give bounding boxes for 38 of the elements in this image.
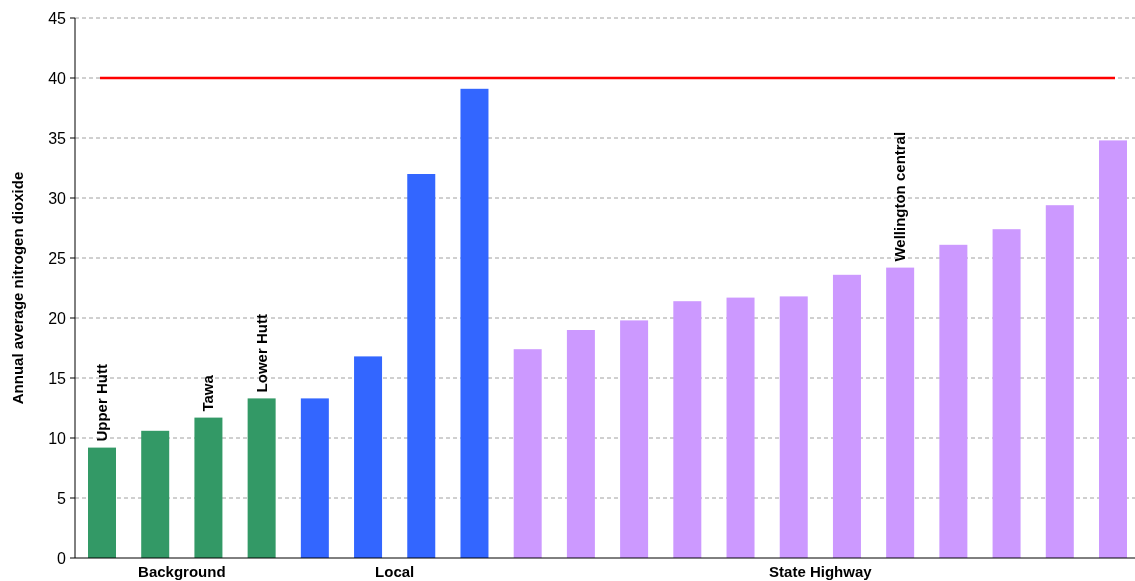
bar — [1045, 205, 1074, 558]
bar — [726, 297, 755, 558]
y-tick-label: 40 — [48, 69, 67, 87]
y-tick-label: 10 — [48, 429, 67, 447]
bar — [939, 244, 968, 558]
text: Local — [375, 563, 415, 580]
y-tick-label: 45 — [48, 9, 67, 27]
bar — [1099, 140, 1127, 558]
bar — [141, 430, 170, 558]
bar — [88, 447, 116, 558]
bar — [832, 274, 861, 558]
bar — [779, 296, 808, 558]
y-tick-label: 15 — [48, 369, 67, 387]
text: State Highway — [769, 563, 873, 580]
y-tick-label: 25 — [48, 249, 67, 267]
y-axis-title: Annual average nitrogen dioxide — [9, 171, 26, 405]
bar — [620, 320, 649, 558]
y-tick-label: 0 — [57, 549, 67, 567]
bar — [407, 174, 436, 558]
bar — [992, 229, 1021, 558]
y-tick-label: 5 — [57, 489, 67, 507]
text: Background — [138, 563, 226, 580]
x-tick-label: Wellington central — [891, 131, 909, 262]
x-tick-label: Upper Hutt — [93, 364, 110, 442]
x-tick-label: Tawa — [199, 374, 217, 412]
bar — [460, 88, 489, 558]
bar — [673, 301, 702, 558]
y-tick-label: 20 — [48, 309, 67, 327]
y-tick-label: 35 — [48, 129, 67, 147]
bar — [300, 398, 329, 558]
bar — [566, 330, 595, 558]
bar — [194, 417, 223, 558]
x-tick-label: Lower Hutt — [252, 314, 270, 393]
y-tick-label: 30 — [48, 189, 67, 207]
bar — [886, 267, 915, 558]
bar — [247, 398, 276, 558]
bar — [354, 356, 383, 558]
bar — [513, 349, 542, 558]
